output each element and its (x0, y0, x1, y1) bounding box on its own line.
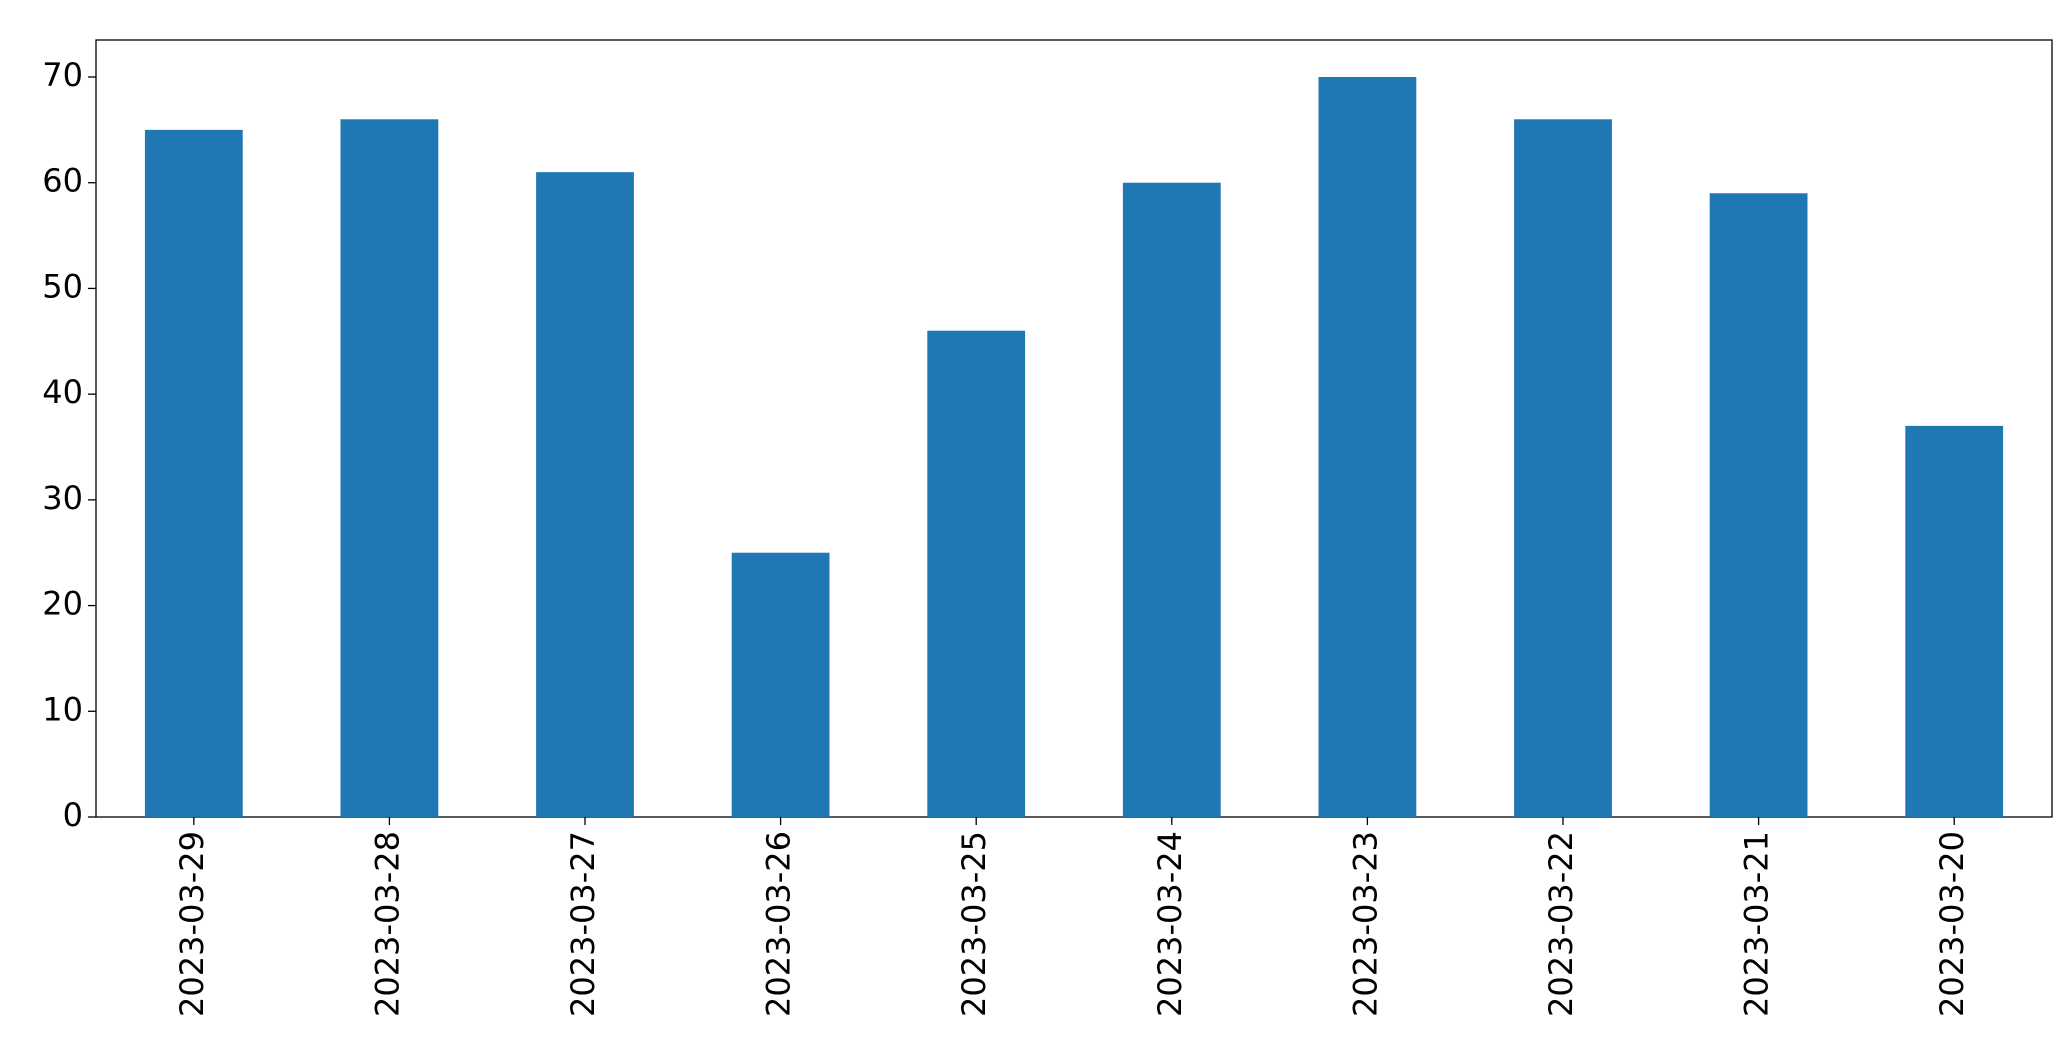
x-tick-label: 2023-03-24 (1151, 831, 1189, 1017)
bar (144, 129, 243, 817)
x-tick-label: 2023-03-26 (760, 831, 798, 1017)
bar (1122, 182, 1221, 817)
bar (1514, 119, 1612, 818)
x-tick-label: 2023-03-23 (1346, 831, 1384, 1017)
x-tick-label: 2023-03-22 (1542, 831, 1580, 1017)
x-tick-label: 2023-03-28 (368, 831, 406, 1017)
bar (1905, 425, 2004, 817)
bar (1709, 193, 1808, 818)
x-tick-label: 2023-03-25 (955, 831, 993, 1017)
y-tick-label: 0 (63, 796, 83, 834)
y-tick-label: 40 (42, 373, 83, 411)
y-tick-label: 20 (42, 585, 83, 623)
plot-frame (95, 39, 2053, 818)
bar (536, 172, 634, 818)
bar (927, 330, 1026, 817)
x-tick-label: 2023-03-29 (173, 831, 211, 1017)
y-tick-label: 10 (42, 690, 83, 728)
y-tick-label: 70 (42, 56, 83, 94)
x-tick-label: 2023-03-27 (564, 831, 602, 1017)
y-tick-label: 60 (42, 162, 83, 200)
x-tick-label: 2023-03-20 (1933, 831, 1971, 1017)
y-tick-label: 50 (42, 267, 83, 305)
bar (1318, 77, 1417, 817)
bar (731, 552, 830, 817)
x-tick-label: 2023-03-21 (1738, 831, 1776, 1017)
bar (340, 119, 439, 818)
y-tick-label: 30 (42, 479, 83, 517)
